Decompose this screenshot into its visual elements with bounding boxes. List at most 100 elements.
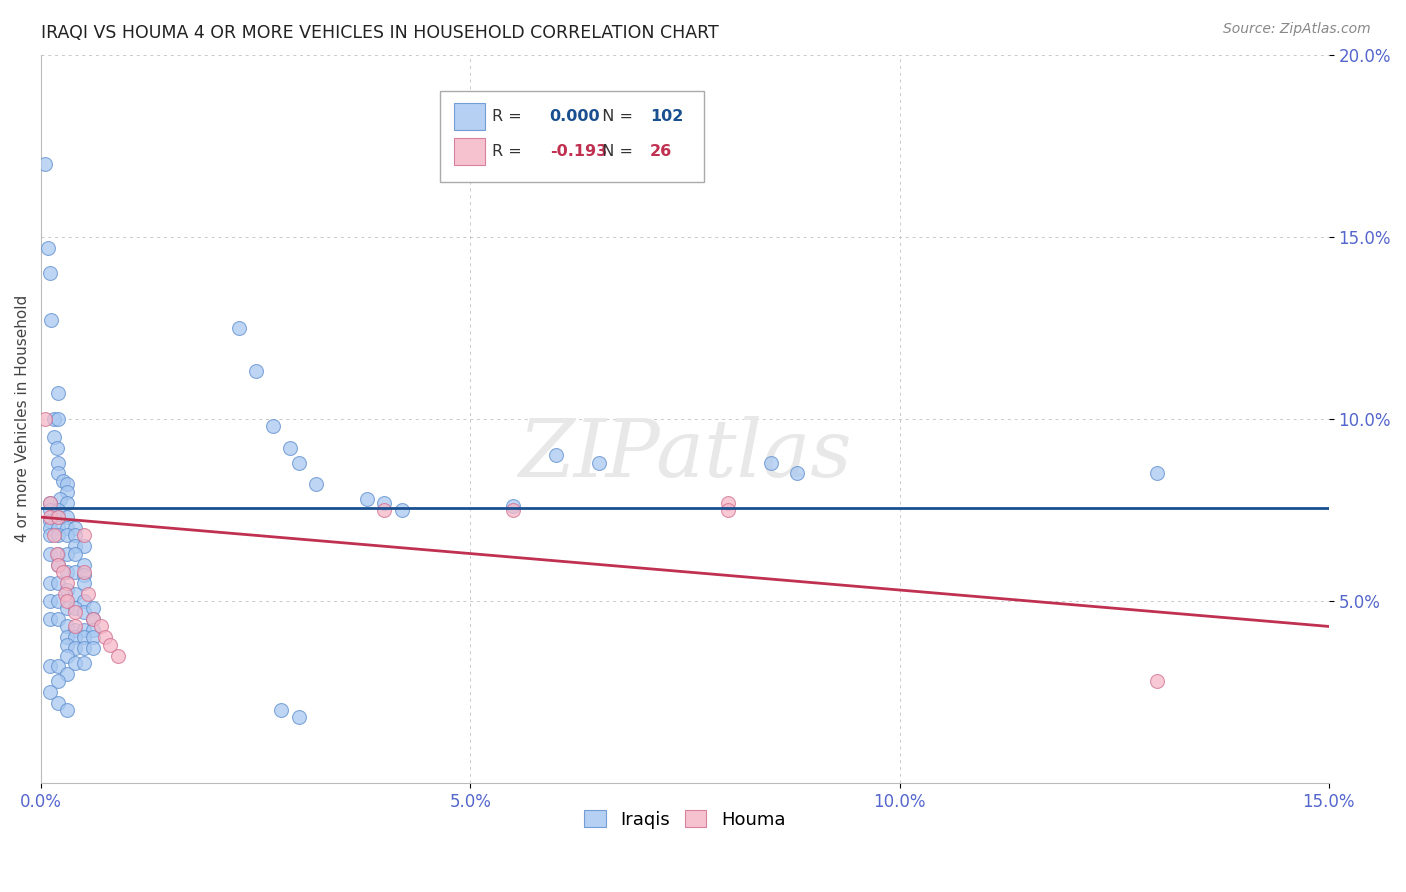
Text: IRAQI VS HOUMA 4 OR MORE VEHICLES IN HOUSEHOLD CORRELATION CHART: IRAQI VS HOUMA 4 OR MORE VEHICLES IN HOU… bbox=[41, 24, 718, 42]
Point bbox=[65, 656, 87, 670]
Point bbox=[38, 514, 60, 528]
Point bbox=[56, 575, 79, 590]
FancyBboxPatch shape bbox=[440, 91, 704, 182]
Point bbox=[42, 528, 65, 542]
Point bbox=[46, 386, 69, 401]
Point bbox=[1146, 674, 1168, 689]
Text: ZIPatlas: ZIPatlas bbox=[519, 417, 852, 494]
Point bbox=[65, 587, 87, 601]
Point bbox=[73, 623, 96, 637]
Point bbox=[65, 605, 87, 619]
Point bbox=[373, 503, 395, 517]
Point bbox=[56, 582, 79, 597]
Point bbox=[56, 495, 79, 509]
Point bbox=[77, 587, 100, 601]
Point bbox=[759, 456, 782, 470]
Point bbox=[56, 528, 79, 542]
Text: R =: R = bbox=[492, 109, 527, 124]
Point bbox=[46, 558, 69, 572]
Point bbox=[73, 558, 96, 572]
Point bbox=[38, 510, 60, 524]
Point bbox=[391, 503, 413, 517]
Point bbox=[38, 495, 60, 509]
Point bbox=[73, 528, 96, 542]
Point bbox=[41, 313, 63, 327]
Point bbox=[56, 703, 79, 717]
Text: 102: 102 bbox=[650, 109, 683, 124]
Point bbox=[46, 594, 69, 608]
Point bbox=[73, 594, 96, 608]
Point bbox=[56, 666, 79, 681]
FancyBboxPatch shape bbox=[454, 138, 485, 165]
Point bbox=[46, 510, 69, 524]
Point bbox=[82, 641, 104, 656]
Point bbox=[46, 558, 69, 572]
Point bbox=[56, 619, 79, 633]
Point bbox=[46, 674, 69, 689]
Point bbox=[82, 612, 104, 626]
Point bbox=[278, 441, 301, 455]
Point bbox=[245, 364, 267, 378]
Point bbox=[38, 685, 60, 699]
Point bbox=[56, 601, 79, 615]
Point bbox=[65, 631, 87, 645]
Point bbox=[46, 412, 69, 426]
Point bbox=[356, 491, 378, 506]
Point bbox=[38, 547, 60, 561]
Point bbox=[34, 157, 56, 171]
Point bbox=[717, 503, 740, 517]
Point bbox=[73, 565, 96, 579]
Point bbox=[52, 474, 75, 488]
Point bbox=[82, 612, 104, 626]
Text: N =: N = bbox=[592, 109, 638, 124]
Point bbox=[228, 320, 250, 334]
Point bbox=[65, 601, 87, 615]
Point bbox=[73, 575, 96, 590]
Point bbox=[502, 500, 524, 514]
Point bbox=[38, 659, 60, 673]
Point bbox=[49, 491, 72, 506]
Point bbox=[73, 539, 96, 553]
Point bbox=[305, 477, 328, 491]
Point bbox=[65, 565, 87, 579]
Point bbox=[82, 601, 104, 615]
Point bbox=[56, 631, 79, 645]
Point bbox=[46, 510, 69, 524]
Point bbox=[46, 696, 69, 710]
Point bbox=[73, 568, 96, 582]
Text: 0.000: 0.000 bbox=[550, 109, 600, 124]
Point bbox=[73, 631, 96, 645]
Point bbox=[38, 503, 60, 517]
Point bbox=[90, 619, 112, 633]
Point bbox=[46, 528, 69, 542]
Point bbox=[38, 495, 60, 509]
Point bbox=[94, 631, 117, 645]
Point bbox=[65, 547, 87, 561]
Point bbox=[46, 521, 69, 535]
Point bbox=[34, 412, 56, 426]
Point bbox=[56, 638, 79, 652]
Point bbox=[56, 477, 79, 491]
Point bbox=[56, 648, 79, 663]
Point bbox=[45, 441, 67, 455]
Point bbox=[46, 467, 69, 481]
Point bbox=[588, 456, 610, 470]
Point bbox=[42, 412, 65, 426]
Point bbox=[65, 623, 87, 637]
Point bbox=[262, 419, 284, 434]
Legend: Iraqis, Houma: Iraqis, Houma bbox=[578, 803, 793, 836]
Point bbox=[65, 619, 87, 633]
Point bbox=[287, 456, 309, 470]
Point bbox=[98, 638, 121, 652]
Point bbox=[373, 495, 395, 509]
Point bbox=[46, 503, 69, 517]
Point bbox=[56, 510, 79, 524]
Point bbox=[65, 641, 87, 656]
Point bbox=[45, 547, 67, 561]
Point bbox=[65, 521, 87, 535]
FancyBboxPatch shape bbox=[454, 103, 485, 129]
Point bbox=[38, 266, 60, 280]
Point bbox=[46, 456, 69, 470]
Point bbox=[56, 594, 79, 608]
Y-axis label: 4 or more Vehicles in Household: 4 or more Vehicles in Household bbox=[15, 295, 30, 542]
